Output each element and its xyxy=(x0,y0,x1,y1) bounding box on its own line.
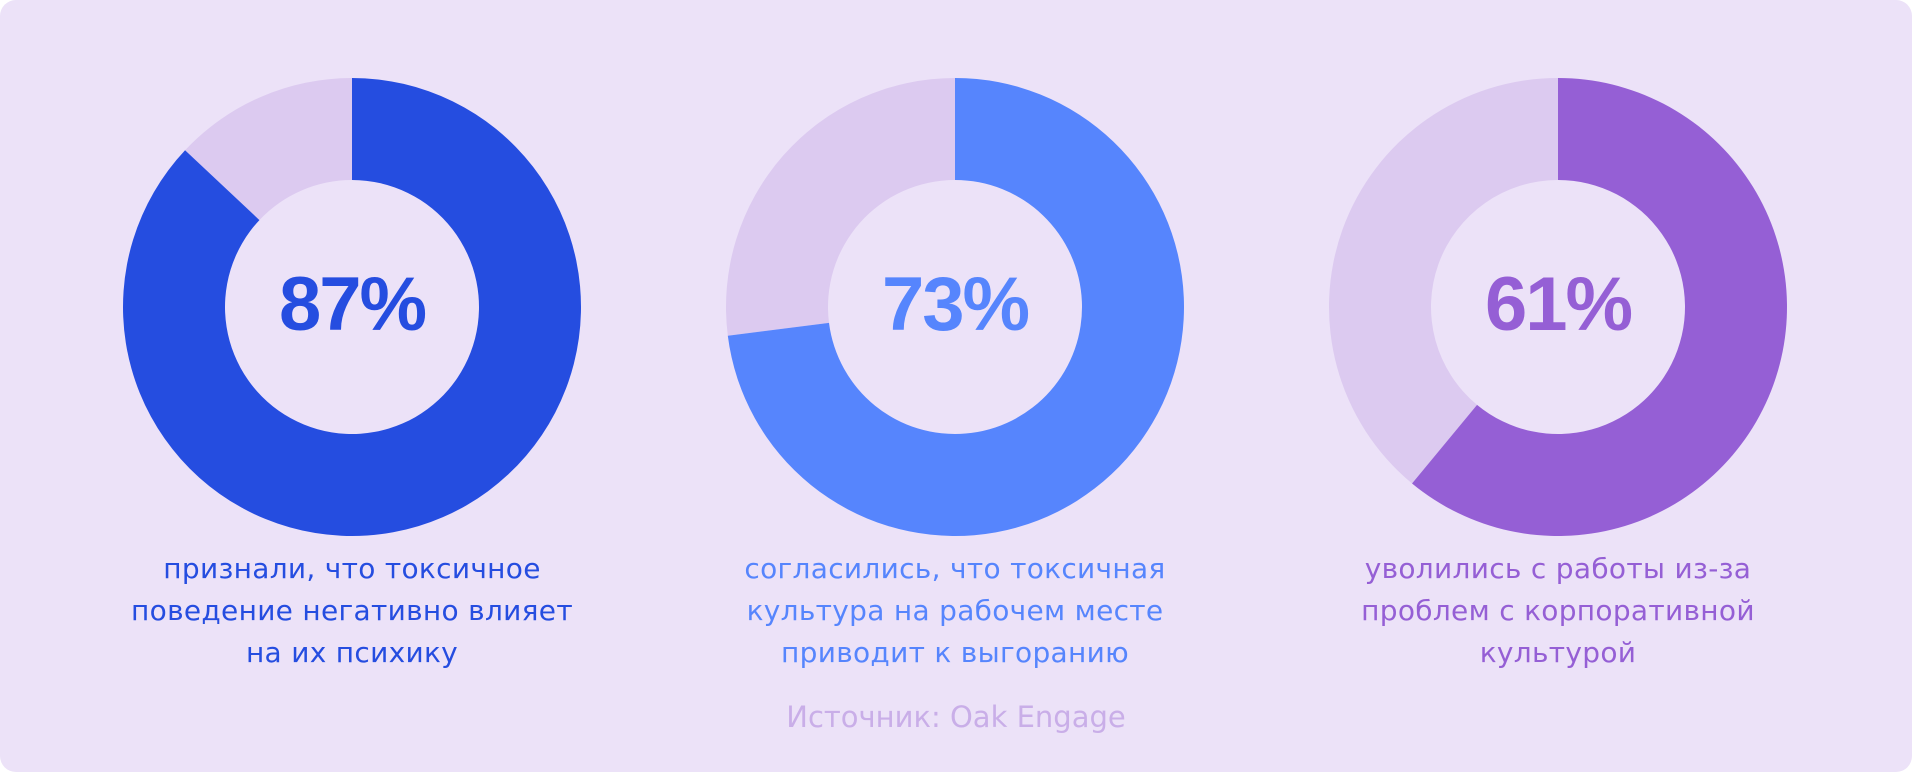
caption-line: культура на рабочем месте xyxy=(746,594,1164,627)
caption-line: поведение негативно влияет xyxy=(131,594,573,627)
stat-percent-2: 73% xyxy=(881,262,1030,347)
donut-chart-1 xyxy=(122,78,582,536)
caption-line: на их психику xyxy=(245,636,459,669)
stat-panel-3: 61% уволились с работы из-за проблем с к… xyxy=(1238,0,1878,772)
donut-value-segment xyxy=(122,78,582,536)
caption-line: согласились, что токсичная xyxy=(744,552,1166,585)
caption-line: культурой xyxy=(1479,636,1637,669)
stat-percent-3: 61% xyxy=(1484,262,1633,347)
stat-panel-2: 73% согласились, что токсичная культура … xyxy=(635,0,1275,772)
stat-percent-1: 87% xyxy=(278,262,427,347)
source-credit: Источник: Oak Engage xyxy=(786,700,1126,734)
caption-line: уволились с работы из-за xyxy=(1364,552,1752,585)
caption-line: признали, что токсичное xyxy=(163,552,541,585)
stat-caption-2: согласились, что токсичная культура на р… xyxy=(675,548,1235,674)
donut-remainder-segment xyxy=(185,78,352,221)
caption-line: приводит к выгоранию xyxy=(781,636,1129,669)
donut-chart-3 xyxy=(1329,78,1787,536)
donut-remainder-segment xyxy=(1329,78,1558,484)
donut-remainder-segment xyxy=(726,78,955,336)
donut-value-segment xyxy=(1412,78,1787,536)
donut-value-segment xyxy=(727,78,1184,537)
stat-caption-3: уволились с работы из-за проблем с корпо… xyxy=(1278,548,1838,674)
caption-line: проблем с корпоративной xyxy=(1361,594,1755,627)
donut-chart-2 xyxy=(726,78,1184,537)
stat-caption-1: признали, что токсичное поведение негати… xyxy=(72,548,632,674)
stat-panel-1: 87% признали, что токсичное поведение не… xyxy=(32,0,672,772)
